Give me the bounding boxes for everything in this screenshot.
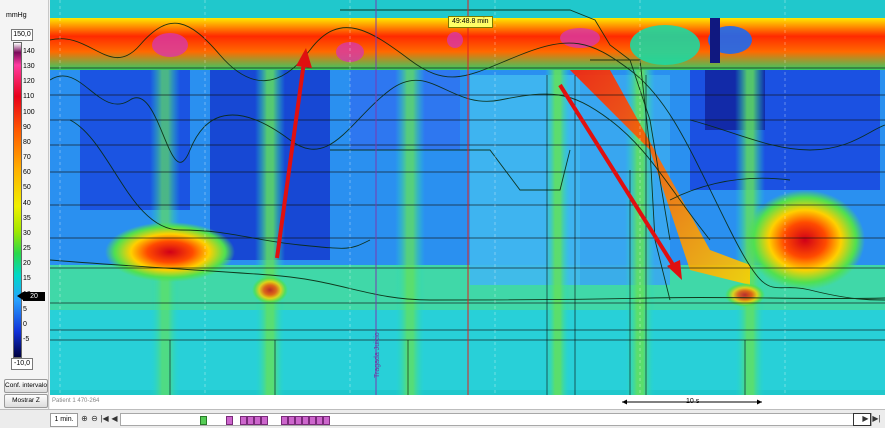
colorbar-tick: 40 bbox=[23, 199, 31, 207]
show-z-button[interactable]: Mostrar Z bbox=[4, 394, 48, 408]
colorbar-tick: 35 bbox=[23, 214, 31, 222]
prev-icon[interactable]: ◀ bbox=[111, 414, 118, 423]
colorbar-tick: 90 bbox=[23, 123, 31, 131]
pressure-heatmap bbox=[50, 0, 885, 409]
colorbar-tick: 15 bbox=[23, 275, 31, 283]
pressure-colorbar bbox=[13, 42, 22, 358]
colorbar-tick: 50 bbox=[23, 184, 31, 192]
threshold-marker[interactable]: 20 bbox=[17, 292, 45, 301]
annotation-arrows bbox=[275, 48, 682, 280]
bottom-toolbar: 1 min. ⊕ ⊖ |◀ ◀ ▶ ▶| bbox=[0, 409, 885, 428]
timeline-marker[interactable] bbox=[254, 416, 261, 425]
isobar-contours bbox=[50, 9, 885, 301]
colorbar-tick: 80 bbox=[23, 138, 31, 146]
colorbar-tick: 130 bbox=[23, 63, 35, 71]
patient-label: Patient 1 470-264 bbox=[52, 398, 100, 404]
scale-min-field[interactable]: -10,0 bbox=[11, 358, 33, 370]
colorbar-tick: 70 bbox=[23, 154, 31, 162]
colorbar-tick: 0 bbox=[23, 320, 27, 328]
zoom-in-icon[interactable]: ⊕ bbox=[81, 414, 88, 423]
timeline-marker[interactable] bbox=[226, 416, 233, 425]
timeline-marker[interactable] bbox=[281, 416, 288, 425]
timeline-marker[interactable] bbox=[316, 416, 323, 425]
timeline-marker[interactable] bbox=[200, 416, 207, 425]
unit-label: mmHg bbox=[6, 12, 27, 19]
timeline-marker[interactable] bbox=[240, 416, 247, 425]
timeline-marker[interactable] bbox=[261, 416, 268, 425]
colorbar-tick: 120 bbox=[23, 78, 35, 86]
colorbar-tick: 25 bbox=[23, 245, 31, 253]
timeline-thumb[interactable] bbox=[853, 413, 871, 426]
scale-bar bbox=[622, 399, 762, 405]
timeline-marker[interactable] bbox=[323, 416, 330, 425]
timeline-marker[interactable] bbox=[295, 416, 302, 425]
colorbar-tick: 60 bbox=[23, 169, 31, 177]
zoom-select[interactable]: 1 min. bbox=[50, 413, 78, 427]
scale-bar-label: 10 s bbox=[686, 398, 700, 405]
colorbar-tick: -5 bbox=[23, 336, 30, 343]
colorbar-tick: 140 bbox=[23, 48, 35, 55]
skip-first-icon[interactable]: |◀ bbox=[100, 414, 109, 423]
colorbar-tick: 110 bbox=[23, 93, 35, 101]
pressure-topography-plot[interactable]: 49:48.8 min Tragada Juicio Patient 1 470… bbox=[50, 0, 885, 409]
colorbar-tick: 30 bbox=[23, 229, 31, 237]
timeline-marker[interactable] bbox=[309, 416, 316, 425]
colorbar-tick: 5 bbox=[23, 305, 27, 313]
interval-config-button[interactable]: Conf. intervalo bbox=[4, 379, 48, 393]
zoom-out-icon[interactable]: ⊖ bbox=[91, 414, 98, 423]
colorbar-tick: 20 bbox=[23, 260, 31, 268]
skip-last-icon[interactable]: ▶| bbox=[872, 414, 881, 423]
event-label: Tragada Juicio bbox=[374, 332, 381, 378]
timeline-marker[interactable] bbox=[288, 416, 295, 425]
left-panel: mmHg 150,0 140 130 120 110 100 90 80 70 60 50 40 35… bbox=[0, 0, 49, 409]
scale-max-field[interactable]: 150,0 bbox=[11, 29, 33, 41]
next-icon[interactable]: ▶ bbox=[862, 414, 869, 423]
timeline-marker[interactable] bbox=[302, 416, 309, 425]
timeline-marker[interactable] bbox=[247, 416, 254, 425]
timeline-scrollbar[interactable] bbox=[120, 413, 872, 426]
colorbar-tick: 100 bbox=[23, 108, 35, 116]
time-cursor-label: 49:48.8 min bbox=[448, 16, 493, 28]
